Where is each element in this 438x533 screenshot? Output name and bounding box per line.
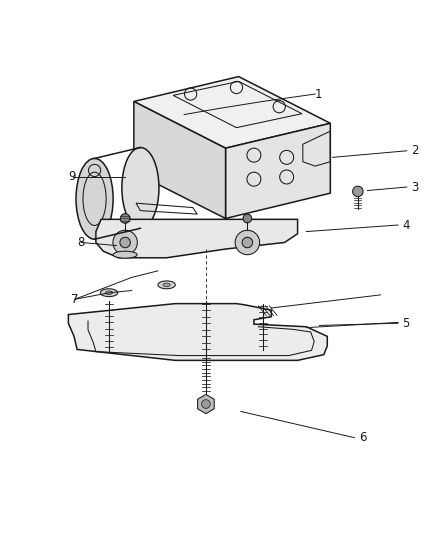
Circle shape <box>201 400 210 408</box>
Text: 6: 6 <box>359 431 366 444</box>
Ellipse shape <box>100 289 118 297</box>
Text: 7: 7 <box>71 293 78 306</box>
Text: 4: 4 <box>403 219 410 231</box>
Circle shape <box>120 237 131 248</box>
Ellipse shape <box>113 251 137 258</box>
Text: 8: 8 <box>77 236 85 249</box>
Circle shape <box>242 237 253 248</box>
Ellipse shape <box>106 291 113 294</box>
Polygon shape <box>134 101 226 219</box>
Text: 2: 2 <box>411 144 419 157</box>
Circle shape <box>243 214 252 223</box>
Ellipse shape <box>158 281 175 289</box>
Polygon shape <box>198 394 214 414</box>
Text: 3: 3 <box>411 181 418 193</box>
Ellipse shape <box>122 148 159 228</box>
Polygon shape <box>134 77 330 148</box>
Polygon shape <box>68 304 327 360</box>
Circle shape <box>353 186 363 197</box>
Text: 1: 1 <box>315 87 322 101</box>
Ellipse shape <box>163 283 170 287</box>
Text: 9: 9 <box>68 171 76 183</box>
Polygon shape <box>96 220 297 258</box>
Circle shape <box>235 230 260 255</box>
Polygon shape <box>226 123 330 219</box>
Circle shape <box>113 230 138 255</box>
Ellipse shape <box>76 158 113 239</box>
Circle shape <box>120 214 130 223</box>
Text: 5: 5 <box>403 317 410 330</box>
